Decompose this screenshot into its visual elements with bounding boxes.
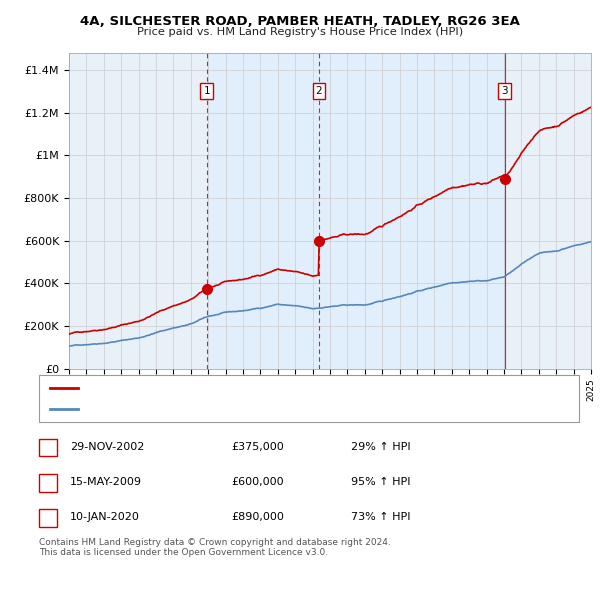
Text: 15-MAY-2009: 15-MAY-2009 bbox=[70, 477, 142, 487]
Text: Price paid vs. HM Land Registry's House Price Index (HPI): Price paid vs. HM Land Registry's House … bbox=[137, 27, 463, 37]
Text: 10-JAN-2020: 10-JAN-2020 bbox=[70, 513, 140, 522]
Text: 4A, SILCHESTER ROAD, PAMBER HEATH, TADLEY, RG26 3EA: 4A, SILCHESTER ROAD, PAMBER HEATH, TADLE… bbox=[80, 15, 520, 28]
Text: Contains HM Land Registry data © Crown copyright and database right 2024.
This d: Contains HM Land Registry data © Crown c… bbox=[39, 538, 391, 558]
Text: 2: 2 bbox=[316, 86, 322, 96]
Text: £600,000: £600,000 bbox=[231, 477, 284, 487]
Text: 3: 3 bbox=[501, 86, 508, 96]
Text: HPI: Average price, detached house, Basingstoke and Deane: HPI: Average price, detached house, Basi… bbox=[84, 404, 400, 414]
Text: 73% ↑ HPI: 73% ↑ HPI bbox=[351, 513, 410, 522]
Text: 29% ↑ HPI: 29% ↑ HPI bbox=[351, 442, 410, 451]
Text: 1: 1 bbox=[203, 86, 210, 96]
Text: 2: 2 bbox=[44, 477, 52, 487]
Text: 95% ↑ HPI: 95% ↑ HPI bbox=[351, 477, 410, 487]
Bar bbox=[206, 53, 505, 369]
Text: £890,000: £890,000 bbox=[231, 513, 284, 522]
Text: 29-NOV-2002: 29-NOV-2002 bbox=[70, 442, 145, 451]
Text: 1: 1 bbox=[44, 442, 52, 451]
Text: £375,000: £375,000 bbox=[231, 442, 284, 451]
Text: 3: 3 bbox=[44, 513, 52, 522]
Text: 4A, SILCHESTER ROAD, PAMBER HEATH, TADLEY, RG26 3EA (detached house): 4A, SILCHESTER ROAD, PAMBER HEATH, TADLE… bbox=[84, 383, 488, 393]
